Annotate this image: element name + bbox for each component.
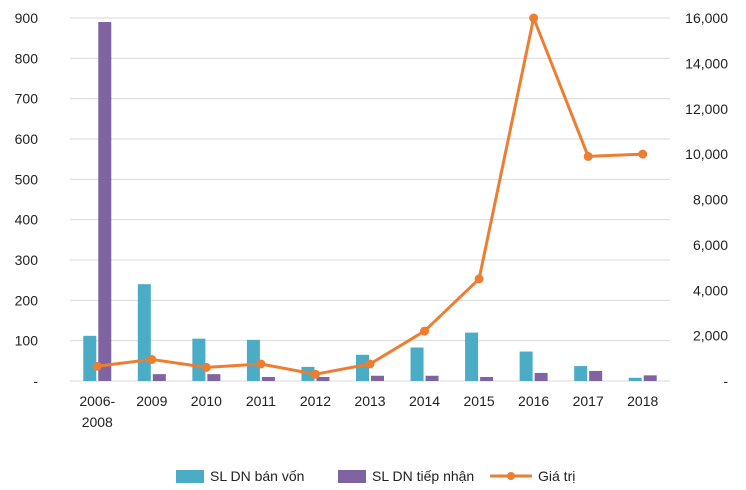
x-tick-label: 2017 xyxy=(573,393,604,409)
bar xyxy=(465,332,479,381)
line-point xyxy=(474,274,484,284)
bar xyxy=(628,377,642,381)
legend-swatch xyxy=(176,470,204,483)
left-tick-label: 900 xyxy=(15,10,39,26)
legend-label: Giá trị xyxy=(538,468,575,484)
line-point xyxy=(147,354,157,364)
bar xyxy=(152,374,166,381)
line-point xyxy=(201,362,211,372)
bar xyxy=(98,22,112,382)
right-tick-label: 8,000 xyxy=(693,192,728,208)
bar xyxy=(356,354,369,381)
right-tick-label: 6,000 xyxy=(693,237,728,253)
bars xyxy=(83,22,657,382)
left-tick-label: 100 xyxy=(15,333,39,349)
bar xyxy=(519,351,533,381)
right-tick-label: 4,000 xyxy=(693,282,728,298)
bar xyxy=(192,338,206,381)
right-tick-label: 2,000 xyxy=(693,328,728,344)
gridlines xyxy=(70,17,670,382)
x-tick-label: 2014 xyxy=(409,393,440,409)
left-tick-label: 800 xyxy=(15,50,39,66)
left-tick-label: 300 xyxy=(15,252,39,268)
x-tick-label: 2011 xyxy=(246,393,276,409)
right-tick-label: 12,000 xyxy=(685,101,728,117)
legend-label: SL DN bán vốn xyxy=(210,468,304,484)
x-tick-label: 2006- xyxy=(79,393,115,409)
line-point xyxy=(529,13,539,23)
bar xyxy=(574,366,588,381)
series-line xyxy=(97,16,643,376)
legend-swatch-marker xyxy=(507,472,515,480)
x-tick-label: 2010 xyxy=(191,393,222,409)
right-tick-label: 10,000 xyxy=(685,146,728,162)
left-tick-label: 600 xyxy=(15,131,39,147)
legend-label: SL DN tiếp nhận xyxy=(372,468,474,484)
x-tick-label: 2018 xyxy=(627,393,658,409)
legend: SL DN bán vốn SL DN tiếp nhận Giá trị xyxy=(176,468,575,484)
left-axis-ticks: - 100 200 300 400 500 600 700 800 900 xyxy=(15,10,39,389)
line-point xyxy=(420,326,430,336)
bar xyxy=(261,376,275,381)
bar xyxy=(589,370,603,381)
line-point xyxy=(92,361,102,371)
right-axis-ticks: - 2,000 4,000 6,000 8,000 10,000 12,000 14,000 1… xyxy=(685,10,728,389)
right-tick-label: 14,000 xyxy=(685,55,728,71)
bar xyxy=(410,347,424,381)
bar xyxy=(643,375,657,381)
line-point xyxy=(638,149,648,159)
right-tick-label: 16,000 xyxy=(685,10,728,26)
x-tick-label: 2008 xyxy=(82,414,113,430)
x-tick-label: 2016 xyxy=(518,393,549,409)
x-tick-label: 2012 xyxy=(300,393,331,409)
line-point xyxy=(365,359,375,369)
bar xyxy=(316,376,330,381)
x-tick-label: 2015 xyxy=(464,393,495,409)
right-tick-label: - xyxy=(723,373,728,389)
bar xyxy=(207,374,221,381)
line-point xyxy=(583,151,593,161)
left-tick-label: - xyxy=(33,373,38,389)
line-point xyxy=(256,359,266,369)
x-tick-label: 2013 xyxy=(354,393,385,409)
bar xyxy=(83,335,97,381)
x-axis-ticks: 2006- 2008 2009 2010 2011 2012 2013 2014 2015 201… xyxy=(79,393,658,430)
x-tick-label: 2009 xyxy=(136,393,167,409)
bar xyxy=(137,284,151,381)
bar xyxy=(425,375,439,381)
bar xyxy=(371,375,384,381)
line-point xyxy=(310,369,320,379)
bar xyxy=(480,376,494,381)
bar xyxy=(246,339,260,381)
left-tick-label: 500 xyxy=(15,171,39,187)
left-tick-label: 700 xyxy=(15,91,39,107)
legend-swatch xyxy=(338,470,366,483)
bar xyxy=(534,372,548,381)
left-tick-label: 400 xyxy=(15,212,39,228)
value-line xyxy=(92,13,648,379)
left-tick-label: 200 xyxy=(15,292,39,308)
